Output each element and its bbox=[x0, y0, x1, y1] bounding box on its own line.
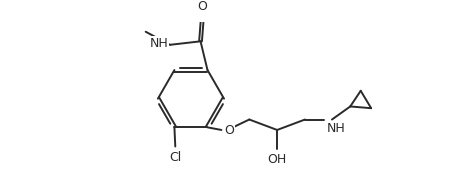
Text: O: O bbox=[197, 0, 207, 13]
Text: NH: NH bbox=[150, 37, 168, 51]
Text: OH: OH bbox=[267, 153, 287, 166]
Text: O: O bbox=[224, 124, 234, 137]
Text: NH: NH bbox=[327, 122, 346, 135]
Text: Cl: Cl bbox=[169, 151, 182, 164]
